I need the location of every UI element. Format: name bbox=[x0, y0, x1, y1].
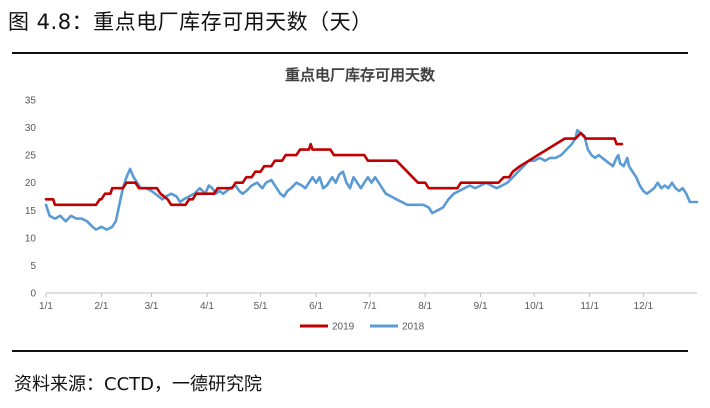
x-tick-label: 5/1 bbox=[254, 301, 268, 312]
figure-title: 图 4.8：重点电厂库存可用天数（天） bbox=[8, 10, 373, 34]
x-tick-label: 9/1 bbox=[474, 301, 488, 312]
axes: 0 5 10 15 20 25 30 35 1/1 2/1 3/1 4/1 5/1 6/1 7/1 8/1 9/… bbox=[25, 96, 697, 312]
x-tick-label: 7/1 bbox=[363, 301, 377, 312]
x-tick-label: 6/1 bbox=[309, 301, 323, 312]
source-note: 资料来源：CCTD，一德研究院 bbox=[14, 374, 262, 395]
y-tick-label: 35 bbox=[25, 96, 37, 107]
top-rule bbox=[12, 52, 688, 54]
legend-label-2019: 2019 bbox=[332, 322, 355, 333]
x-tick-label: 11/1 bbox=[580, 301, 599, 312]
y-tick-label: 10 bbox=[25, 233, 37, 244]
y-tick-label: 5 bbox=[30, 261, 36, 272]
y-tick-label: 15 bbox=[25, 206, 37, 217]
bottom-rule bbox=[12, 350, 688, 352]
y-tick-label: 0 bbox=[30, 289, 36, 300]
x-tick-label: 8/1 bbox=[418, 301, 432, 312]
series-layer bbox=[44, 129, 699, 231]
legend: 2019 2018 bbox=[300, 322, 425, 333]
x-tick-label: 3/1 bbox=[145, 301, 159, 312]
y-tick-label: 20 bbox=[25, 178, 37, 189]
x-tick-label: 12/1 bbox=[634, 301, 654, 312]
x-tick-label: 1/1 bbox=[39, 301, 53, 312]
y-tick-label: 30 bbox=[25, 123, 37, 134]
x-tick-label: 10/1 bbox=[525, 301, 545, 312]
legend-label-2018: 2018 bbox=[402, 322, 425, 333]
series-line-2018 bbox=[44, 129, 699, 231]
y-tick-label: 25 bbox=[25, 151, 37, 162]
series-line-2019 bbox=[44, 131, 624, 207]
chart-title: 重点电厂库存可用天数 bbox=[285, 66, 436, 84]
x-tick-label: 4/1 bbox=[200, 301, 214, 312]
x-tick-label: 2/1 bbox=[94, 301, 108, 312]
